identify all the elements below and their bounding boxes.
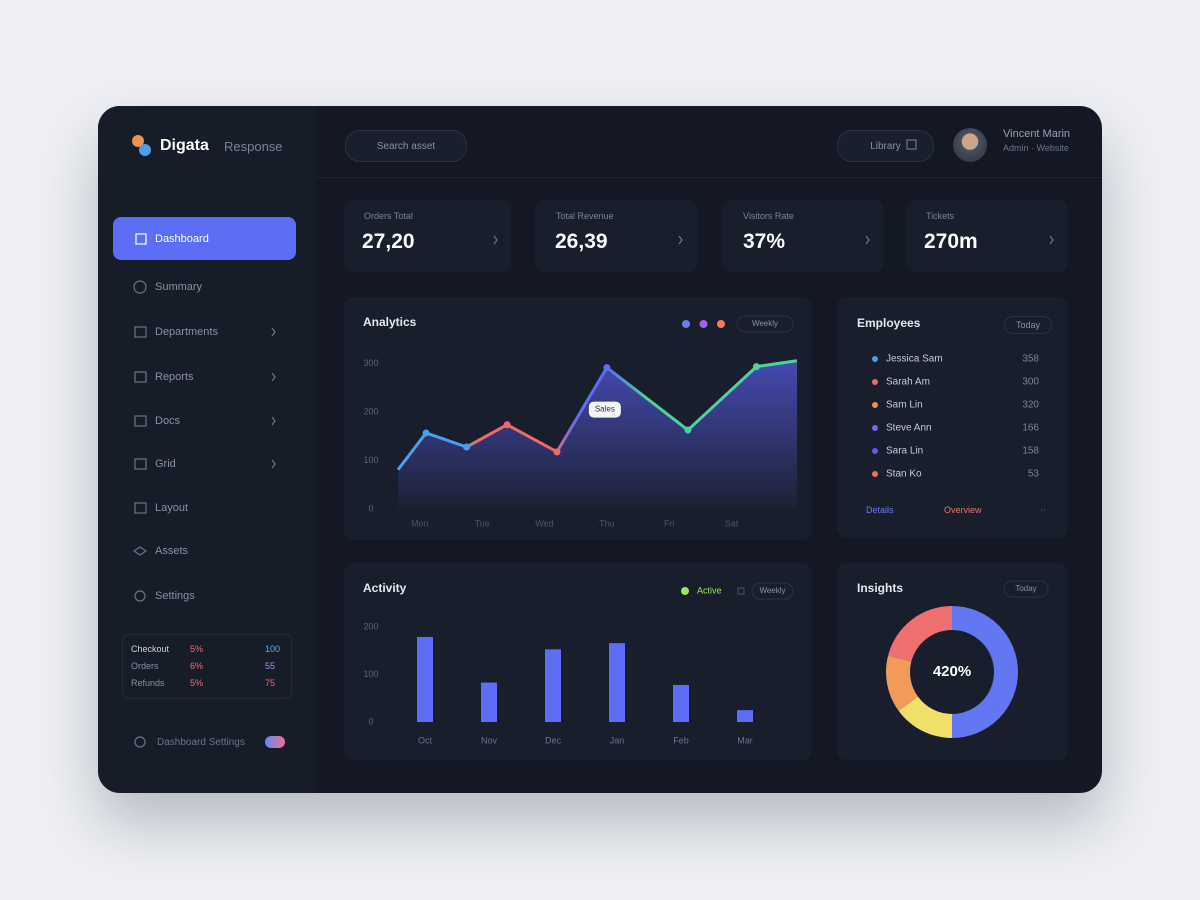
nav-label: Assets bbox=[155, 545, 189, 557]
table-cell: 75 bbox=[265, 678, 276, 688]
filter-pill[interactable]: Today bbox=[1004, 316, 1052, 334]
avatar[interactable] bbox=[953, 128, 987, 162]
bar-card bbox=[344, 563, 812, 760]
nav-item[interactable]: Assets bbox=[113, 536, 296, 566]
table-cell: Orders bbox=[131, 661, 159, 671]
nav-item[interactable]: Settings bbox=[113, 581, 296, 611]
brand-name: Digata bbox=[160, 137, 209, 154]
nav-label: Reports bbox=[155, 371, 194, 383]
kpi-label: Visitors Rate bbox=[743, 211, 794, 221]
nav-label: Departments bbox=[155, 326, 218, 338]
settings-label: Dashboard Settings bbox=[157, 737, 245, 748]
table-cell: Refunds bbox=[131, 678, 165, 688]
line-card bbox=[344, 297, 812, 540]
table-cell: 100 bbox=[265, 644, 281, 654]
kpi-value: 270m bbox=[924, 230, 978, 253]
kpi-label: Tickets bbox=[926, 211, 955, 221]
nav-item[interactable]: Layout bbox=[113, 493, 296, 523]
table-cell: 55 bbox=[265, 661, 276, 671]
library-button[interactable]: Library bbox=[837, 130, 934, 162]
nav-label: Dashboard bbox=[155, 232, 209, 245]
user-name: Vincent Marin bbox=[1003, 128, 1071, 140]
divider bbox=[316, 177, 1102, 178]
kpi-value: 37% bbox=[743, 230, 786, 253]
kpi-card[interactable] bbox=[344, 200, 511, 272]
nav-item[interactable]: Departments bbox=[113, 317, 296, 347]
nav-label: Grid bbox=[155, 458, 176, 470]
nav-item[interactable]: Summary bbox=[113, 272, 296, 302]
kpi-label: Total Revenue bbox=[556, 211, 614, 221]
brand-tagline: Response bbox=[224, 139, 283, 154]
employees-card bbox=[837, 297, 1068, 538]
nav-label: Layout bbox=[155, 502, 189, 514]
kpi-label: Orders Total bbox=[364, 211, 413, 221]
table-cell: 5% bbox=[190, 644, 204, 654]
filter-label: Today bbox=[1015, 320, 1041, 330]
search-box[interactable]: Search asset bbox=[345, 130, 467, 162]
table-cell: Checkout bbox=[131, 644, 170, 654]
kpi-value: 27,20 bbox=[362, 230, 415, 253]
user-role: Admin · Website bbox=[1003, 143, 1069, 153]
nav-label: Summary bbox=[155, 281, 203, 293]
table-cell: 5% bbox=[190, 678, 204, 688]
table-cell: 6% bbox=[190, 661, 204, 671]
nav-label: Settings bbox=[155, 590, 195, 602]
card-link[interactable]: Overview bbox=[944, 505, 982, 515]
card-title: Employees bbox=[857, 316, 921, 330]
nav-item[interactable]: Docs bbox=[113, 406, 296, 436]
donut-card bbox=[837, 563, 1068, 760]
search-placeholder: Search asset bbox=[376, 140, 436, 152]
mini-table bbox=[122, 634, 292, 699]
nav-item[interactable]: Grid bbox=[113, 449, 296, 479]
toggle[interactable] bbox=[265, 736, 285, 748]
nav-item[interactable]: Dashboard bbox=[113, 217, 296, 260]
library-label: Library bbox=[870, 140, 901, 152]
card-link[interactable]: Details bbox=[866, 505, 894, 515]
nav-item[interactable]: Reports bbox=[113, 362, 296, 392]
kpi-value: 26,39 bbox=[555, 230, 608, 253]
nav-label: Docs bbox=[155, 415, 181, 427]
